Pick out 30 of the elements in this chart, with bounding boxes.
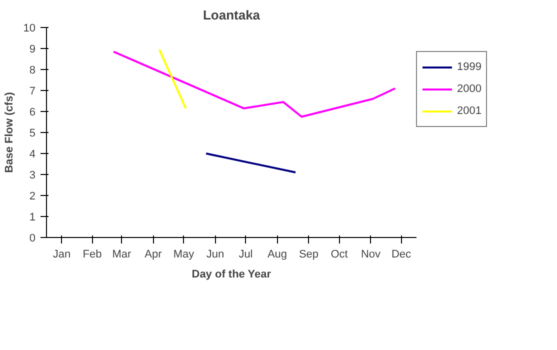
y-tick-label: 8	[29, 64, 36, 76]
legend-label: 2000	[457, 83, 482, 95]
x-tick-label: May	[173, 248, 195, 260]
y-tick-label: 10	[23, 22, 36, 34]
x-tick-label: Apr	[144, 248, 162, 260]
chart-title: Loantaka	[202, 8, 261, 22]
y-tick-label: 9	[29, 44, 36, 56]
x-tick-label: Mar	[112, 248, 132, 260]
y-tick-label: 1	[29, 212, 36, 224]
x-tick-label: Jun	[206, 248, 224, 260]
y-tick-label: 5	[29, 128, 36, 140]
x-tick-label: Sep	[298, 248, 319, 260]
x-tick-label: Oct	[330, 248, 348, 260]
y-tick-label: 4	[29, 148, 36, 160]
x-tick-label: Nov	[360, 248, 382, 260]
x-tick-label: Jul	[238, 248, 253, 260]
y-tick-label: 6	[29, 106, 36, 118]
legend-label: 1999	[457, 61, 482, 73]
y-tick-label: 2	[29, 190, 36, 202]
y-tick-label: 3	[29, 170, 36, 182]
y-axis-title: Base Flow (cfs)	[3, 92, 16, 173]
legend-label: 2001	[457, 105, 482, 117]
x-tick-label: Jan	[52, 248, 71, 260]
x-tick-label: Aug	[267, 248, 288, 260]
x-tick-label: Dec	[391, 248, 412, 260]
y-tick-label: 0	[29, 232, 36, 244]
line-series	[112, 50, 396, 118]
x-axis-title: Day of the Year	[192, 268, 272, 280]
y-tick-label: 7	[29, 86, 36, 98]
x-tick-label: Feb	[82, 248, 102, 260]
